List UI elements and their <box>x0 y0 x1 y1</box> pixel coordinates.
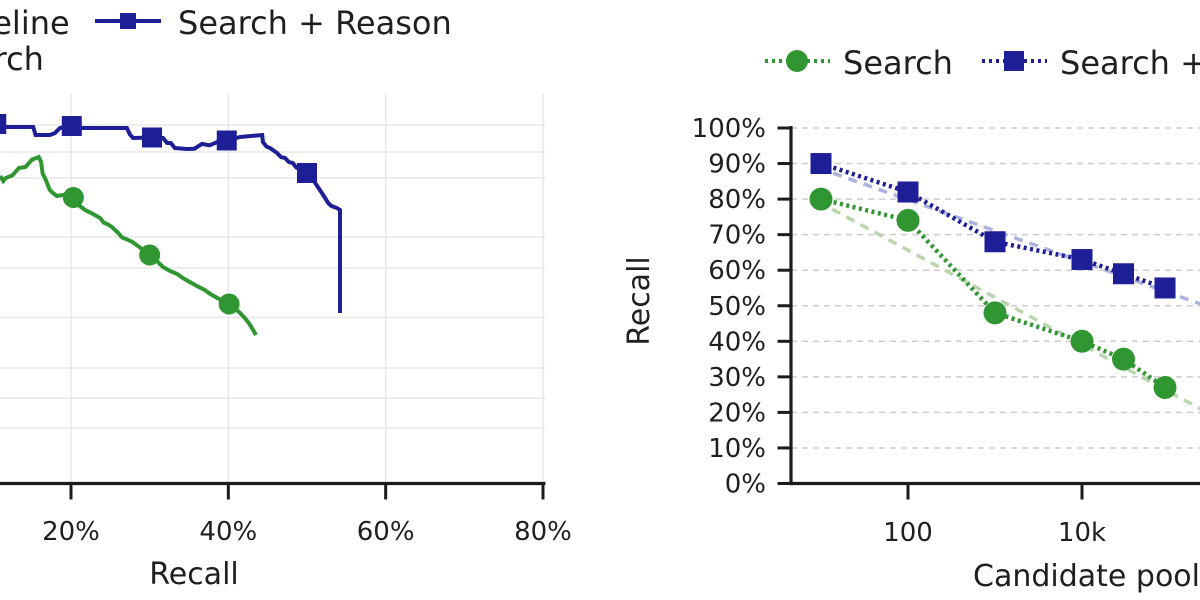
left-marker-square <box>0 114 7 134</box>
right-y-tick-label: 60% <box>708 256 766 286</box>
right-legend-circle <box>786 50 808 72</box>
left-x-tick-label: 80% <box>514 517 572 547</box>
left-marker-square <box>216 130 237 151</box>
right-y-tick-label: 80% <box>708 185 766 215</box>
right-marker-square <box>897 181 919 203</box>
right-marker-square <box>1071 249 1093 271</box>
right-trend-trend_blue <box>817 166 1200 306</box>
left-marker-square <box>296 163 317 183</box>
right-marker-circle <box>1112 347 1136 371</box>
left-marker-circle <box>139 244 161 266</box>
left-legend-label-baseline: Baseline <box>0 4 70 42</box>
right-marker-square <box>1154 277 1176 299</box>
left-marker-circle <box>62 187 84 208</box>
left-legend-square <box>120 13 136 29</box>
right-y-tick-label: 30% <box>708 363 766 393</box>
right-y-tick-label: 70% <box>708 221 766 251</box>
right-y-tick-label: 40% <box>708 327 766 357</box>
right-marker-square <box>984 231 1006 253</box>
right-legend-square <box>1004 51 1024 71</box>
left-marker-square <box>61 116 82 136</box>
right-marker-circle <box>896 208 920 232</box>
left-x-tick-label: 60% <box>357 517 415 547</box>
right-y-tick-label: 50% <box>708 292 766 322</box>
right-marker-circle <box>983 301 1007 325</box>
right-marker-circle <box>809 187 833 211</box>
left-legend-label-search-reason: Search + Reason <box>178 4 452 42</box>
right-marker-circle <box>1070 329 1094 353</box>
right-legend-label-search-reason: Search + Reason <box>1060 44 1200 82</box>
right-y-tick-label: 0% <box>725 470 766 500</box>
right-line-green <box>820 196 1167 390</box>
right-ylabel: Recall <box>622 256 657 346</box>
right-y-tick-label: 100% <box>692 114 766 144</box>
left-marker-square <box>142 127 163 148</box>
right-x-tick-label: 100 <box>883 518 933 548</box>
left-xlabel: Recall <box>149 557 239 592</box>
right-y-tick-label: 20% <box>708 398 766 428</box>
right-x-tick-label: 10k <box>1058 518 1106 548</box>
right-marker-square <box>1113 263 1135 285</box>
right-marker-circle <box>1153 376 1177 400</box>
right-trend-trend_green <box>817 200 1200 411</box>
right-y-tick-label: 90% <box>708 150 766 180</box>
left-marker-circle <box>218 293 240 315</box>
left-x-tick-label: 20% <box>42 517 100 547</box>
right-legend-label-search: Search <box>843 44 953 82</box>
left-legend-label-search: Search <box>0 40 44 78</box>
right-xlabel: Candidate pool size <box>973 559 1200 594</box>
left-line-green <box>0 154 258 336</box>
right-marker-square <box>810 153 832 175</box>
left-x-tick-label: 40% <box>199 517 257 547</box>
right-y-tick-label: 10% <box>708 434 766 464</box>
